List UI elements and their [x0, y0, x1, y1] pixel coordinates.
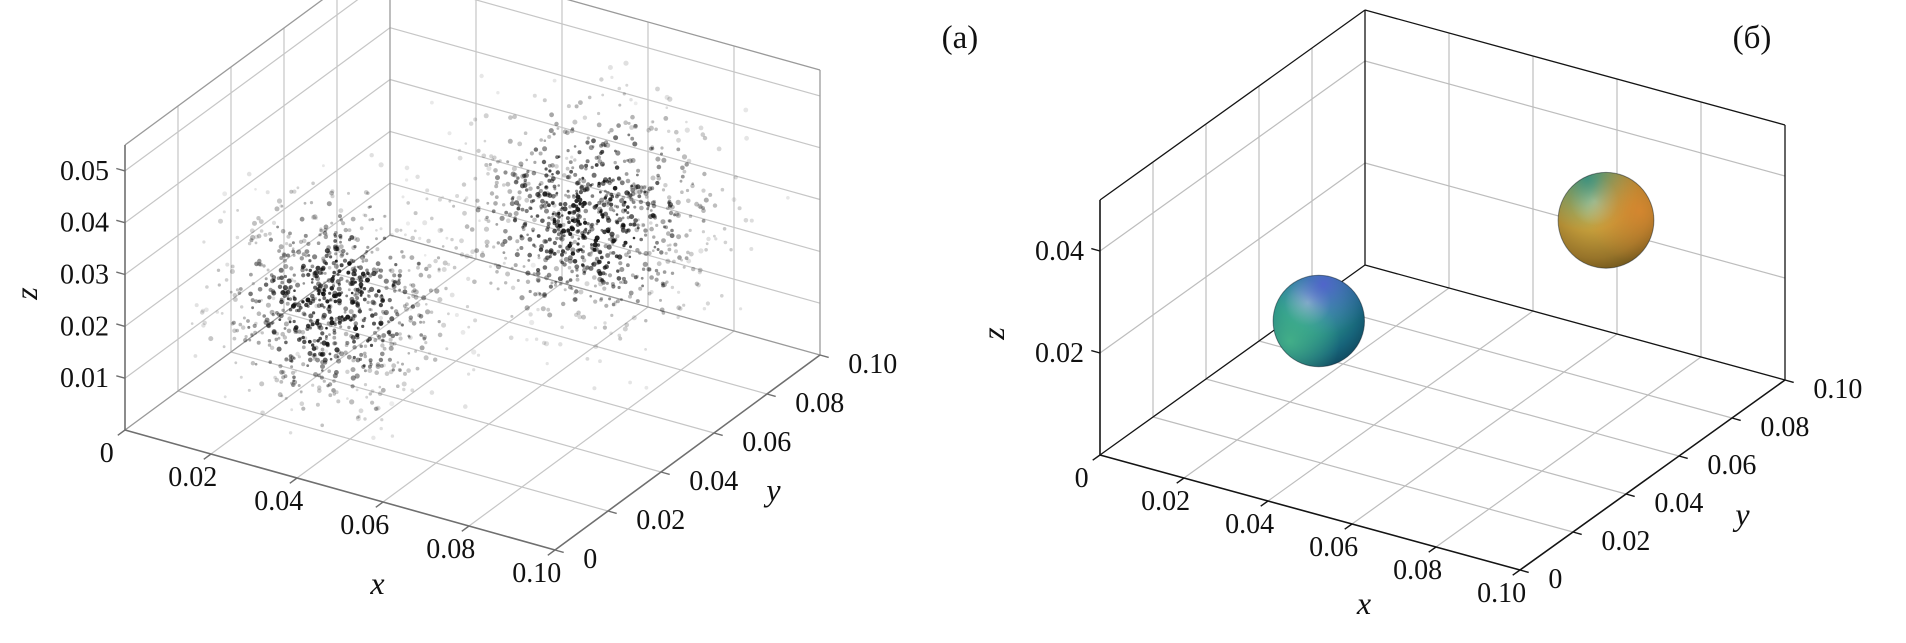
- svg-text:0.08: 0.08: [795, 388, 844, 419]
- svg-text:0.04: 0.04: [60, 208, 109, 239]
- svg-text:0.10: 0.10: [1813, 374, 1862, 405]
- svg-text:0.02: 0.02: [1141, 486, 1190, 517]
- grid-lines: [1099, 33, 1786, 548]
- svg-text:0.04: 0.04: [254, 486, 303, 517]
- grid-lines: [124, 0, 821, 527]
- svg-text:0.05: 0.05: [60, 156, 109, 187]
- svg-text:0.06: 0.06: [1309, 532, 1358, 563]
- svg-text:0.06: 0.06: [340, 510, 389, 541]
- svg-text:0.04: 0.04: [689, 466, 738, 497]
- svg-text:0.08: 0.08: [1393, 555, 1442, 586]
- svg-text:z: z: [8, 287, 44, 301]
- tick-labels: 00.020.040.060.080.10 00.020.040.060.080.…: [8, 20, 978, 601]
- sphere-1: [1272, 274, 1366, 368]
- svg-text:0.04: 0.04: [1225, 509, 1274, 540]
- tick-labels: 00.020.040.060.080.10 00.020.040.060.080.…: [975, 20, 1862, 621]
- svg-text:0.10: 0.10: [1477, 578, 1526, 609]
- svg-text:y: y: [1732, 496, 1750, 532]
- svg-text:0.02: 0.02: [1601, 526, 1650, 557]
- svg-text:0: 0: [583, 544, 597, 575]
- svg-text:0: 0: [100, 438, 114, 469]
- svg-text:0.10: 0.10: [512, 558, 561, 589]
- svg-text:x: x: [369, 565, 384, 601]
- svg-text:0: 0: [1548, 564, 1562, 595]
- sphere-2: [1557, 171, 1655, 269]
- svg-text:0.02: 0.02: [636, 505, 685, 536]
- svg-text:0.08: 0.08: [1760, 412, 1809, 443]
- svg-text:y: y: [763, 472, 781, 508]
- point-cluster-2: [389, 60, 790, 391]
- svg-text:0.02: 0.02: [168, 462, 217, 493]
- point-cluster-1: [190, 153, 536, 440]
- svg-text:(б): (б): [1733, 20, 1772, 56]
- svg-text:z: z: [975, 327, 1011, 341]
- svg-text:0.06: 0.06: [1707, 450, 1756, 481]
- svg-text:0.06: 0.06: [742, 427, 791, 458]
- svg-text:x: x: [1356, 585, 1371, 621]
- svg-text:0.02: 0.02: [1035, 338, 1084, 369]
- axes-box: [1099, 9, 1786, 571]
- svg-text:0: 0: [1075, 463, 1089, 494]
- svg-text:0.01: 0.01: [60, 363, 109, 394]
- svg-text:0.02: 0.02: [60, 311, 109, 342]
- svg-text:0.08: 0.08: [426, 534, 475, 565]
- panel-b: 00.020.040.060.080.10 00.020.040.060.080.…: [975, 9, 1862, 621]
- svg-text:0.04: 0.04: [1035, 236, 1084, 267]
- svg-text:0.03: 0.03: [60, 260, 109, 291]
- axes-box: [124, 0, 821, 551]
- svg-text:0.10: 0.10: [848, 349, 897, 380]
- svg-text:(a): (a): [942, 20, 979, 56]
- svg-text:0.04: 0.04: [1654, 488, 1703, 519]
- panel-a: 00.020.040.060.080.10 00.020.040.060.080.…: [8, 0, 978, 601]
